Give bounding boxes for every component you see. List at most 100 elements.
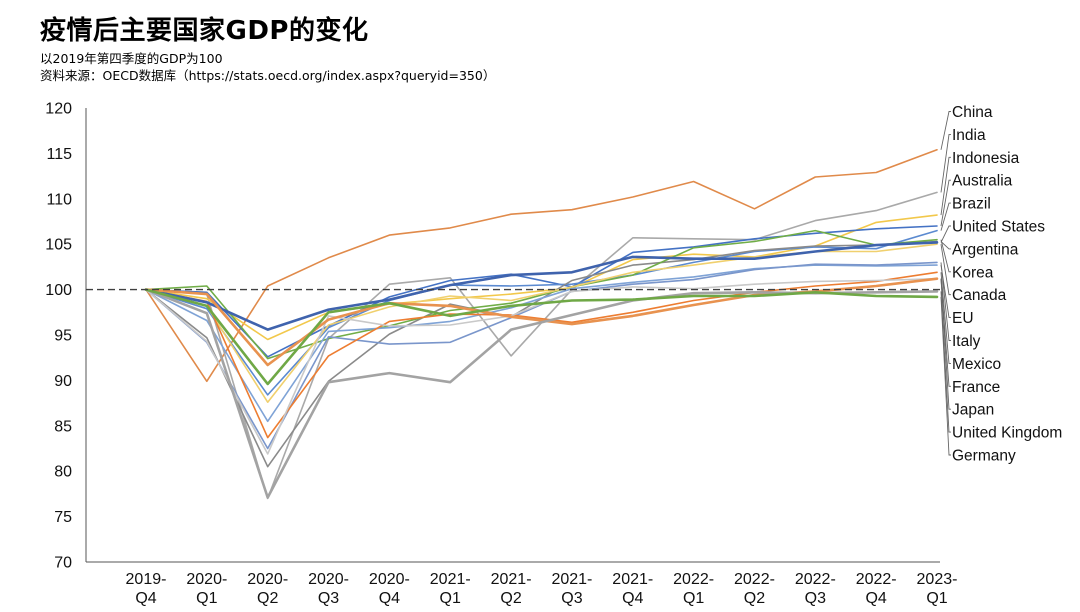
y-tick-label: 85 [54,418,72,435]
x-tick-label: 2022- Q2 [734,571,775,607]
legend-leader-line [940,265,951,319]
x-tick-quarter: Q4 [135,590,156,607]
x-tick-year: 2022- [856,571,897,588]
x-tick-label: 2021- Q4 [612,571,653,607]
x-tick-quarter: Q4 [622,590,643,607]
chart-subtitle: 以2019年第四季度的GDP为100 [40,51,223,66]
series-line-china [145,149,938,383]
series-line-united-states [144,241,939,331]
x-tick-label: 2020- Q3 [308,571,349,607]
legend-label: Germany [952,448,1016,465]
legend-label: Korea [952,264,994,281]
y-tick-label: 110 [46,191,72,208]
x-tick-year: 2020- [308,571,349,588]
y-tick-label: 75 [54,509,72,526]
x-tick-quarter: Q4 [865,590,886,607]
series-line-india [145,191,938,500]
x-tick-label: 2023- Q1 [917,571,958,607]
legend-label: Argentina [952,241,1019,258]
x-tick-year: 2020- [369,571,410,588]
legend-label: Brazil [952,196,991,213]
legend: China India Indonesia Australia Brazil United… [940,104,1062,465]
x-tick-quarter: Q1 [440,590,461,607]
x-tick-quarter: Q3 [318,590,339,607]
x-tick-label: 2021- Q2 [491,571,532,607]
y-tick-label: 70 [54,555,72,572]
x-tick-label: 2020- Q2 [247,571,288,607]
series-line-germany [144,288,939,386]
series-line-korea [145,229,938,360]
legend-label: Italy [952,333,981,350]
legend-leader-line [940,241,951,250]
legend-label: Japan [952,402,994,419]
x-tick-year: 2019- [126,571,167,588]
y-tick-label: 90 [54,373,72,390]
legend-leader-line [940,111,951,150]
legend-label: Indonesia [952,150,1020,167]
y-tick-label: 100 [45,282,72,299]
x-axis: 2019-Q42020-Q12020-Q22020-Q32020-Q42021-… [86,561,958,607]
legend-leader-line [940,202,951,231]
legend-leader-line [940,296,951,456]
x-tick-label: 2021- Q3 [551,571,592,607]
x-tick-label: 2022- Q3 [795,571,836,607]
chart-subtitle-block: 以2019年第四季度的GDP为100 资料来源：OECD数据库（https://… [40,50,495,84]
legend-leader-line [940,156,951,216]
legend-label: United States [952,219,1045,236]
legend-leader-line [940,239,951,273]
y-tick-label: 120 [45,101,72,118]
x-tick-quarter: Q1 [196,590,217,607]
legend-leader-line [940,133,951,193]
y-axis: 120 115 110 105 100 95 90 85 80 75 70 [45,101,87,572]
chart-source: 资料来源：OECD数据库（https://stats.oecd.org/inde… [40,68,496,83]
y-tick-label: 115 [46,146,72,163]
x-tick-label: 2022- Q4 [856,571,897,607]
legend-leader-line [940,262,951,341]
legend-label: Canada [952,287,1007,304]
legend-label: Mexico [952,356,1001,373]
x-tick-quarter: Q2 [744,590,765,607]
x-tick-label: 2020- Q1 [186,571,227,607]
x-tick-quarter: Q3 [805,590,826,607]
x-tick-year: 2021- [491,571,532,588]
x-tick-year: 2023- [917,571,958,588]
legend-label: India [952,127,986,144]
legend-leader-line [940,278,951,410]
y-tick-label: 80 [54,464,72,481]
x-tick-label: 2019- Q4 [126,571,167,607]
legend-leader-line [940,291,951,433]
x-tick-year: 2022- [734,571,775,588]
legend-label: EU [952,310,974,327]
x-tick-label: 2021- Q1 [430,571,471,607]
legend-label: Australia [952,173,1013,190]
legend-leader-line [940,278,951,387]
legend-label: United Kingdom [952,425,1062,442]
x-tick-year: 2021- [551,571,592,588]
legend-leader-line [940,225,951,243]
series-line-australia [145,225,938,358]
y-tick-label: 95 [54,328,72,345]
x-tick-year: 2021- [430,571,471,588]
x-tick-year: 2021- [612,571,653,588]
y-tick-label: 105 [45,237,72,254]
legend-label: China [952,104,993,121]
x-tick-quarter: Q3 [561,590,582,607]
legend-leader-line [940,272,951,364]
chart-title: 疫情后主要国家GDP的变化 [40,16,369,46]
x-tick-year: 2020- [186,571,227,588]
x-tick-label: 2020- Q4 [369,571,410,607]
series-line-mexico [145,271,938,439]
series-lines [144,149,939,500]
x-tick-year: 2022- [795,571,836,588]
x-tick-label: 2022- Q1 [673,571,714,607]
legend-leader-line [940,179,951,227]
x-tick-quarter: Q1 [926,590,947,607]
x-tick-quarter: Q2 [500,590,521,607]
legend-label: France [952,379,1000,396]
x-tick-quarter: Q2 [257,590,278,607]
x-tick-quarter: Q1 [683,590,704,607]
x-tick-year: 2020- [247,571,288,588]
series-line-brazil [145,229,938,396]
x-tick-quarter: Q4 [379,590,400,607]
